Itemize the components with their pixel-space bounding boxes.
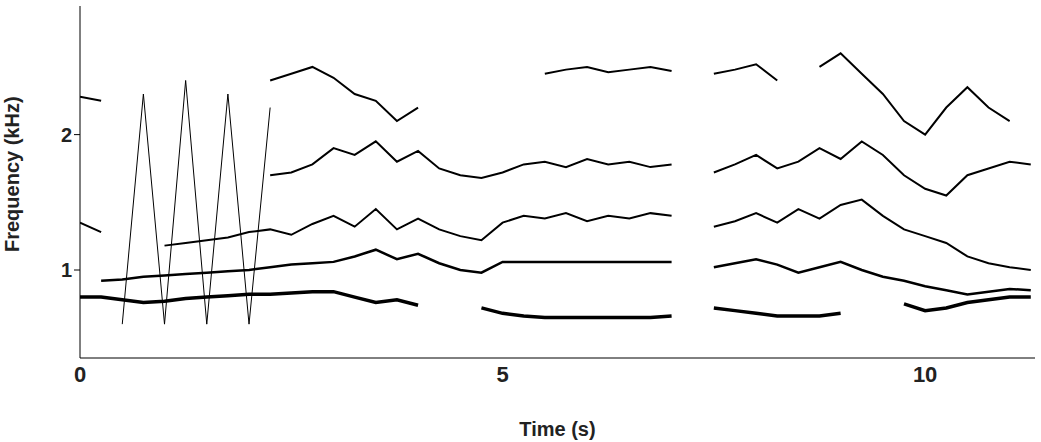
svg-text:5: 5 <box>496 362 508 387</box>
svg-text:Frequency (kHz): Frequency (kHz) <box>1 96 23 252</box>
svg-text:2: 2 <box>61 124 72 146</box>
svg-text:Time (s): Time (s) <box>519 418 595 440</box>
svg-text:0: 0 <box>74 362 86 387</box>
svg-text:10: 10 <box>913 362 937 387</box>
svg-text:1: 1 <box>61 259 72 281</box>
